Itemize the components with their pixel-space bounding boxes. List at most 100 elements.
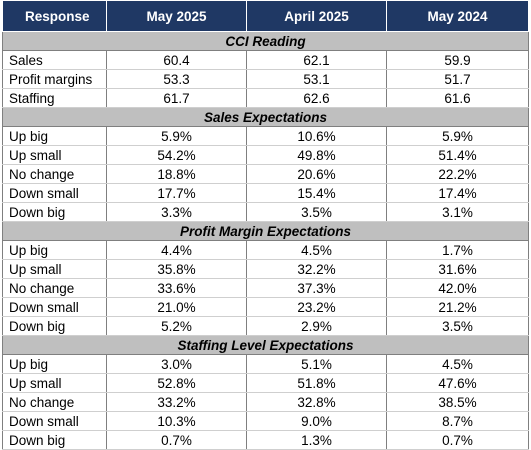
- value-cell: 21.0%: [106, 297, 247, 317]
- value-cell: 3.5%: [246, 202, 387, 222]
- value-cell: 33.6%: [106, 278, 247, 298]
- value-cell: 1.7%: [386, 240, 529, 260]
- section-title: Sales Expectations: [2, 107, 529, 127]
- header-may-2025: May 2025: [106, 0, 247, 32]
- table-header: Response May 2025 April 2025 May 2024: [2, 0, 529, 32]
- header-may-2024: May 2024: [386, 0, 529, 32]
- value-cell: 62.6: [246, 88, 387, 108]
- row-label: Up small: [2, 259, 107, 279]
- value-cell: 17.4%: [386, 183, 529, 203]
- value-cell: 52.8%: [106, 373, 247, 393]
- row-label: Down big: [2, 202, 107, 222]
- value-cell: 1.3%: [246, 430, 387, 450]
- value-cell: 15.4%: [246, 183, 387, 203]
- header-april-2025: April 2025: [246, 0, 387, 32]
- table-row: No change 33.2% 32.8% 38.5%: [2, 392, 529, 412]
- value-cell: 5.1%: [246, 354, 387, 374]
- value-cell: 37.3%: [246, 278, 387, 298]
- value-cell: 5.9%: [386, 126, 529, 146]
- row-label: Down small: [2, 411, 107, 431]
- row-label: Up big: [2, 126, 107, 146]
- value-cell: 20.6%: [246, 164, 387, 184]
- value-cell: 23.2%: [246, 297, 387, 317]
- value-cell: 51.4%: [386, 145, 529, 165]
- table-row: No change 33.6% 37.3% 42.0%: [2, 278, 529, 298]
- value-cell: 59.9: [386, 50, 529, 70]
- value-cell: 51.7: [386, 69, 529, 89]
- value-cell: 3.5%: [386, 316, 529, 336]
- row-label: Down big: [2, 430, 107, 450]
- value-cell: 54.2%: [106, 145, 247, 165]
- row-label: Up big: [2, 240, 107, 260]
- value-cell: 3.0%: [106, 354, 247, 374]
- table-row: Up small 52.8% 51.8% 47.6%: [2, 373, 529, 393]
- row-label: No change: [2, 164, 107, 184]
- row-label: No change: [2, 278, 107, 298]
- value-cell: 60.4: [106, 50, 247, 70]
- table-body: CCI Reading Sales 60.4 62.1 59.9 Profit margi…: [2, 31, 529, 450]
- section-row: Profit Margin Expectations: [2, 221, 529, 241]
- section-title: Staffing Level Expectations: [2, 335, 529, 355]
- value-cell: 35.8%: [106, 259, 247, 279]
- section-title: CCI Reading: [2, 31, 529, 51]
- table-row: Up big 4.4% 4.5% 1.7%: [2, 240, 529, 260]
- value-cell: 38.5%: [386, 392, 529, 412]
- value-cell: 5.2%: [106, 316, 247, 336]
- value-cell: 42.0%: [386, 278, 529, 298]
- row-label: Up small: [2, 145, 107, 165]
- table-row: Down big 5.2% 2.9% 3.5%: [2, 316, 529, 336]
- table-row: Up small 35.8% 32.2% 31.6%: [2, 259, 529, 279]
- table-row: Up small 54.2% 49.8% 51.4%: [2, 145, 529, 165]
- value-cell: 32.8%: [246, 392, 387, 412]
- section-title: Profit Margin Expectations: [2, 221, 529, 241]
- value-cell: 51.8%: [246, 373, 387, 393]
- value-cell: 21.2%: [386, 297, 529, 317]
- value-cell: 47.6%: [386, 373, 529, 393]
- table-row: Down big 0.7% 1.3% 0.7%: [2, 430, 529, 450]
- value-cell: 4.4%: [106, 240, 247, 260]
- value-cell: 3.3%: [106, 202, 247, 222]
- value-cell: 31.6%: [386, 259, 529, 279]
- row-label: Down big: [2, 316, 107, 336]
- value-cell: 33.2%: [106, 392, 247, 412]
- row-label: Profit margins: [2, 69, 107, 89]
- row-label: Up small: [2, 373, 107, 393]
- value-cell: 53.1: [246, 69, 387, 89]
- row-label: Down small: [2, 297, 107, 317]
- table-row: Up big 3.0% 5.1% 4.5%: [2, 354, 529, 374]
- value-cell: 5.9%: [106, 126, 247, 146]
- table-row: Sales 60.4 62.1 59.9: [2, 50, 529, 70]
- value-cell: 61.6: [386, 88, 529, 108]
- row-label: Sales: [2, 50, 107, 70]
- table-row: Profit margins 53.3 53.1 51.7: [2, 69, 529, 89]
- value-cell: 17.7%: [106, 183, 247, 203]
- header-response: Response: [2, 0, 107, 32]
- value-cell: 53.3: [106, 69, 247, 89]
- section-row: CCI Reading: [2, 31, 529, 51]
- row-label: Down small: [2, 183, 107, 203]
- value-cell: 10.3%: [106, 411, 247, 431]
- table-row: No change 18.8% 20.6% 22.2%: [2, 164, 529, 184]
- row-label: Staffing: [2, 88, 107, 108]
- table-row: Down small 10.3% 9.0% 8.7%: [2, 411, 529, 431]
- value-cell: 2.9%: [246, 316, 387, 336]
- value-cell: 8.7%: [386, 411, 529, 431]
- value-cell: 32.2%: [246, 259, 387, 279]
- table-row: Up big 5.9% 10.6% 5.9%: [2, 126, 529, 146]
- table-row: Staffing 61.7 62.6 61.6: [2, 88, 529, 108]
- value-cell: 18.8%: [106, 164, 247, 184]
- row-label: Up big: [2, 354, 107, 374]
- row-label: No change: [2, 392, 107, 412]
- section-row: Staffing Level Expectations: [2, 335, 529, 355]
- table-row: Down big 3.3% 3.5% 3.1%: [2, 202, 529, 222]
- value-cell: 4.5%: [246, 240, 387, 260]
- value-cell: 0.7%: [106, 430, 247, 450]
- table-row: Down small 21.0% 23.2% 21.2%: [2, 297, 529, 317]
- value-cell: 4.5%: [386, 354, 529, 374]
- value-cell: 62.1: [246, 50, 387, 70]
- value-cell: 49.8%: [246, 145, 387, 165]
- value-cell: 3.1%: [386, 202, 529, 222]
- value-cell: 9.0%: [246, 411, 387, 431]
- table-row: Down small 17.7% 15.4% 17.4%: [2, 183, 529, 203]
